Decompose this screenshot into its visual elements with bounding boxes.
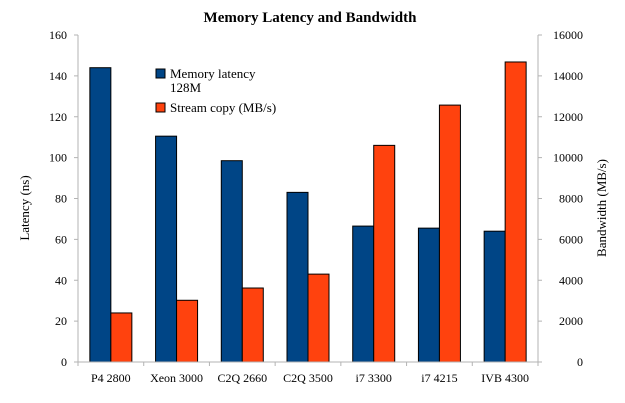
y-tick-label-right: 6000	[559, 232, 583, 246]
y-tick-label-left: 40	[55, 273, 67, 287]
bar-latency-2	[155, 135, 178, 363]
y-tick-label-right: 16000	[553, 28, 583, 42]
y-tick-label-right: 8000	[559, 192, 583, 206]
bar-bandwidth-7	[504, 61, 527, 363]
legend-swatch-bandwidth	[155, 102, 166, 113]
bar-bandwidth-4	[307, 273, 330, 363]
y-tick-label-left: 0	[61, 355, 67, 369]
chart-title: Memory Latency and Bandwidth	[204, 10, 418, 26]
y-tick-label-right: 0	[577, 355, 583, 369]
legend-label-latency: 128M	[170, 80, 202, 95]
bar-bandwidth-3	[241, 287, 264, 363]
x-tick-label: P4 2800	[91, 371, 131, 385]
y-tick-label-left: 100	[49, 151, 67, 165]
bar-bandwidth-1	[110, 312, 133, 363]
bar-bandwidth-2	[176, 299, 199, 363]
bar-bandwidth-5	[373, 144, 396, 363]
y-tick-label-left: 80	[55, 192, 67, 206]
y-axis-title-right: Bandwidth (MB/s)	[594, 159, 609, 257]
plot-area: P4 2800 Xeon 3000 C2Q 2660 C2Q 3500 i7 3300 i…	[49, 28, 583, 385]
bar-latency-1	[89, 67, 112, 363]
bar-latency-5	[352, 225, 375, 363]
bar-latency-7	[483, 230, 506, 363]
y-tick-label-left: 60	[55, 232, 67, 246]
y-tick-label-right: 12000	[553, 110, 583, 124]
x-tick-label: Xeon 3000	[150, 371, 203, 385]
x-tick-label: i7 4215	[421, 371, 457, 385]
bar-latency-4	[286, 191, 309, 363]
bar-latency-3	[220, 160, 243, 363]
y-tick-label-right: 14000	[553, 69, 583, 83]
legend-label-latency: Memory latency	[170, 66, 256, 81]
y-tick-label-right: 10000	[553, 151, 583, 165]
y-axis-title-left: Latency (ns)	[17, 175, 32, 240]
y-tick-label-left: 20	[55, 314, 67, 328]
bar-bandwidth-6	[438, 104, 461, 363]
x-tick-label: i7 3300	[356, 371, 392, 385]
x-tick-label: IVB 4300	[481, 371, 529, 385]
y-tick-label-left: 120	[49, 110, 67, 124]
y-tick-label-right: 2000	[559, 314, 583, 328]
x-tick-label: C2Q 3500	[283, 371, 333, 385]
y-tick-label-left: 160	[49, 28, 67, 42]
x-tick-label: C2Q 2660	[217, 371, 267, 385]
y-tick-label-left: 140	[49, 69, 67, 83]
bar-latency-6	[417, 227, 440, 363]
y-tick-label-right: 4000	[559, 273, 583, 287]
legend-label-bandwidth: Stream copy (MB/s)	[170, 100, 276, 115]
legend-swatch-latency	[155, 68, 166, 79]
